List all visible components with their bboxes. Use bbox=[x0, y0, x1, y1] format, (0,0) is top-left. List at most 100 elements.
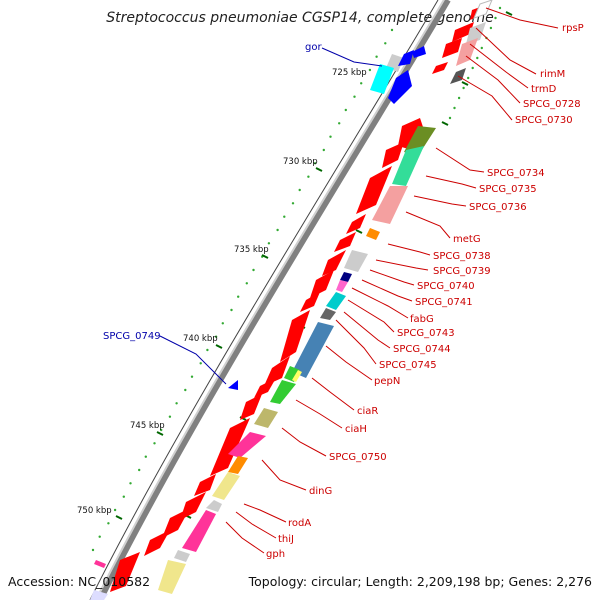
gene-label[interactable]: SPCG_0735 bbox=[479, 184, 537, 195]
guide-dot bbox=[313, 162, 317, 165]
gene-arrow[interactable] bbox=[228, 380, 238, 390]
map-title: Streptococcus pneumoniae CGSP14, complet… bbox=[106, 10, 494, 26]
guide-dot bbox=[329, 135, 332, 138]
reverse-genes bbox=[90, 46, 426, 600]
gene-label[interactable]: SPCG_0749 bbox=[103, 331, 161, 342]
gene-label[interactable]: metG bbox=[453, 234, 481, 245]
gene-arrow[interactable] bbox=[194, 474, 216, 496]
gene-label[interactable]: SPCG_0739 bbox=[433, 266, 491, 277]
guide-dot bbox=[221, 322, 224, 325]
gene-label[interactable]: pepN bbox=[374, 376, 400, 387]
gene-label[interactable]: fabG bbox=[410, 314, 434, 325]
gene-labels-left: gor SPCG_0749 bbox=[103, 42, 322, 342]
gene-arrow[interactable] bbox=[334, 232, 356, 252]
gene-arrow[interactable] bbox=[110, 552, 140, 592]
gene-label[interactable]: rimM bbox=[540, 69, 565, 80]
guide-dot bbox=[267, 242, 271, 245]
gene-arrow[interactable] bbox=[398, 50, 414, 66]
gene-arrow[interactable] bbox=[412, 46, 426, 58]
forward-genes bbox=[110, 4, 488, 592]
guide-dot bbox=[98, 535, 101, 538]
guide-dot bbox=[457, 96, 461, 100]
gene-arrow[interactable] bbox=[144, 530, 170, 556]
guide-dot bbox=[252, 268, 255, 272]
guide-dot bbox=[206, 348, 209, 352]
guide-dot bbox=[368, 68, 372, 72]
gene-label[interactable]: ciaH bbox=[345, 424, 367, 435]
guide-dot bbox=[480, 46, 483, 50]
guide-dot bbox=[175, 402, 178, 405]
gene-arrow[interactable] bbox=[310, 270, 334, 298]
gene-label[interactable]: thiJ bbox=[278, 534, 294, 545]
gene-label[interactable]: SPCG_0738 bbox=[433, 251, 491, 262]
gene-arrow[interactable] bbox=[452, 22, 474, 42]
label-leaders-left bbox=[159, 47, 383, 385]
guide-dot bbox=[168, 415, 172, 418]
guide-dot bbox=[237, 295, 240, 298]
gene-label[interactable]: SPCG_0740 bbox=[417, 281, 475, 292]
guide-dot bbox=[338, 122, 341, 125]
gene-arrow[interactable] bbox=[356, 166, 392, 214]
gene-label[interactable]: SPCG_0743 bbox=[397, 328, 455, 339]
tick-label-745: 745 kbp bbox=[130, 421, 165, 431]
guide-dot bbox=[107, 522, 110, 525]
gene-label[interactable]: SPCG_0741 bbox=[415, 297, 473, 308]
gene-arrow[interactable] bbox=[346, 214, 366, 234]
guide-dot bbox=[291, 202, 295, 205]
gene-arrow[interactable] bbox=[300, 292, 320, 312]
gene-label[interactable]: ciaR bbox=[357, 406, 378, 417]
gene-label[interactable]: SPCG_0744 bbox=[393, 344, 451, 355]
gene-arrow[interactable] bbox=[210, 418, 250, 476]
guide-dot bbox=[360, 82, 363, 85]
gene-labels-right: rpsP rimM trmD SPCG_0728 SPCG_0730 SPCG_… bbox=[266, 23, 584, 560]
guide-dot bbox=[199, 362, 202, 365]
gene-arrow[interactable] bbox=[280, 310, 310, 362]
guide-dot bbox=[384, 42, 387, 45]
gene-arrow[interactable] bbox=[442, 38, 462, 58]
guide-dot bbox=[276, 228, 279, 232]
guide-dot bbox=[144, 455, 147, 458]
gene-arrow[interactable] bbox=[432, 62, 448, 74]
gene-label[interactable]: rpsP bbox=[562, 23, 584, 34]
backbone-outer bbox=[97, 0, 451, 600]
guide-dot bbox=[190, 375, 194, 378]
gene-arrow[interactable] bbox=[388, 70, 412, 104]
guide-dot bbox=[283, 215, 286, 218]
gene-arrow[interactable] bbox=[322, 250, 346, 276]
gene-arrow[interactable] bbox=[240, 394, 262, 420]
gene-label[interactable]: SPCG_0730 bbox=[515, 115, 573, 126]
gene-label[interactable]: SPCG_0750 bbox=[329, 452, 387, 463]
gene-arrow[interactable] bbox=[254, 378, 276, 398]
gene-box[interactable] bbox=[370, 64, 394, 94]
gene-label[interactable]: SPCG_0734 bbox=[487, 168, 545, 179]
guide-dot bbox=[453, 106, 456, 110]
gene-label[interactable]: trmD bbox=[531, 84, 557, 95]
tick-label-735: 735 kbp bbox=[234, 245, 269, 255]
guide-dot bbox=[467, 76, 470, 80]
gene-arrow[interactable] bbox=[382, 142, 404, 168]
topology-text: Topology: circular; Length: 2,209,198 bp… bbox=[248, 574, 592, 589]
gene-box[interactable] bbox=[94, 560, 106, 568]
gene-label[interactable]: rodA bbox=[288, 518, 311, 529]
guide-dot bbox=[476, 56, 479, 60]
gene-label[interactable]: gph bbox=[266, 549, 285, 560]
guide-dot bbox=[322, 148, 325, 152]
gene-label[interactable]: SPCG_0745 bbox=[379, 360, 437, 371]
gene-label[interactable]: SPCG_0728 bbox=[523, 99, 581, 110]
gene-label[interactable]: dinG bbox=[309, 486, 332, 497]
guide-dot bbox=[160, 428, 163, 432]
guide-dot bbox=[230, 308, 233, 312]
guide-dot bbox=[245, 282, 248, 285]
guide-dot bbox=[122, 495, 126, 498]
guide-dot bbox=[214, 335, 218, 338]
guide-dot bbox=[138, 468, 141, 472]
label-leaders-right bbox=[225, 7, 559, 554]
gene-box[interactable] bbox=[90, 590, 108, 600]
gene-label[interactable]: gor bbox=[305, 42, 322, 53]
gene-arrow[interactable] bbox=[264, 356, 290, 386]
gene-label[interactable]: SPCG_0736 bbox=[469, 202, 527, 213]
gene-arrow[interactable] bbox=[398, 118, 424, 150]
guide-dot bbox=[494, 16, 497, 20]
